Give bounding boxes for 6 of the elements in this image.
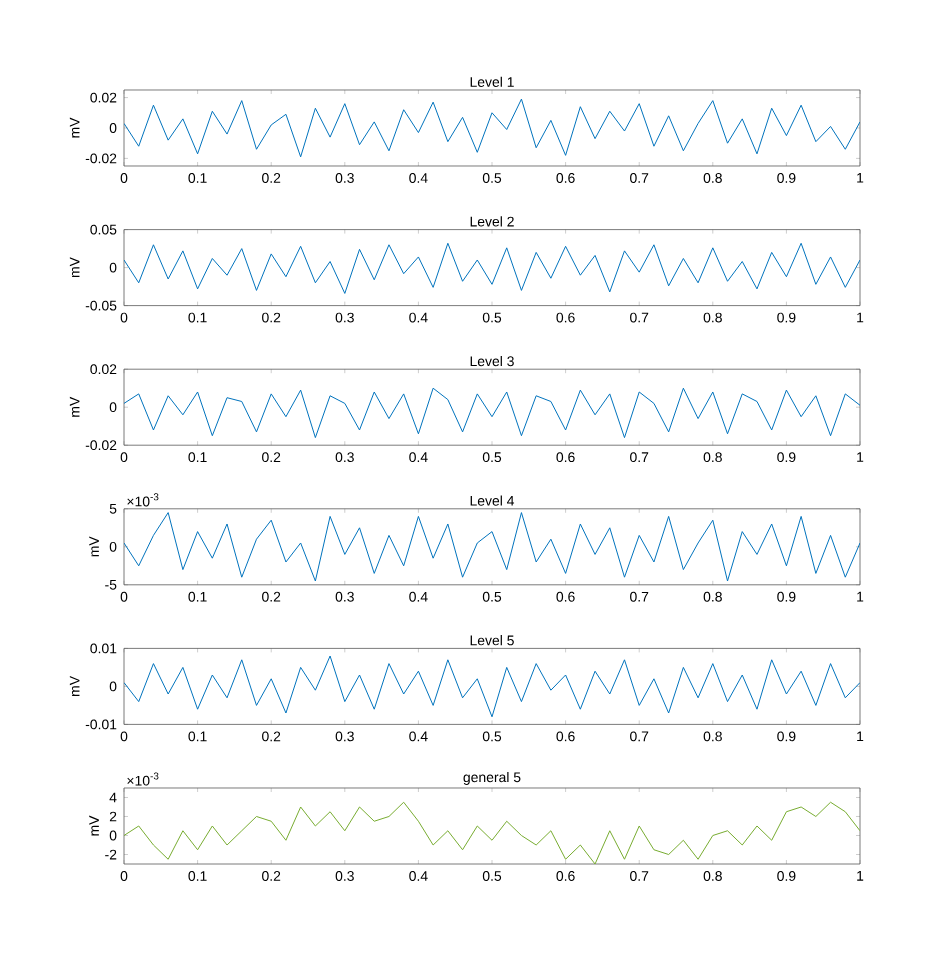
line-series <box>124 242 861 294</box>
line-series <box>124 801 861 865</box>
line-series <box>124 512 861 582</box>
line-series <box>124 387 861 439</box>
line-series <box>124 98 861 158</box>
line-series <box>124 655 861 718</box>
